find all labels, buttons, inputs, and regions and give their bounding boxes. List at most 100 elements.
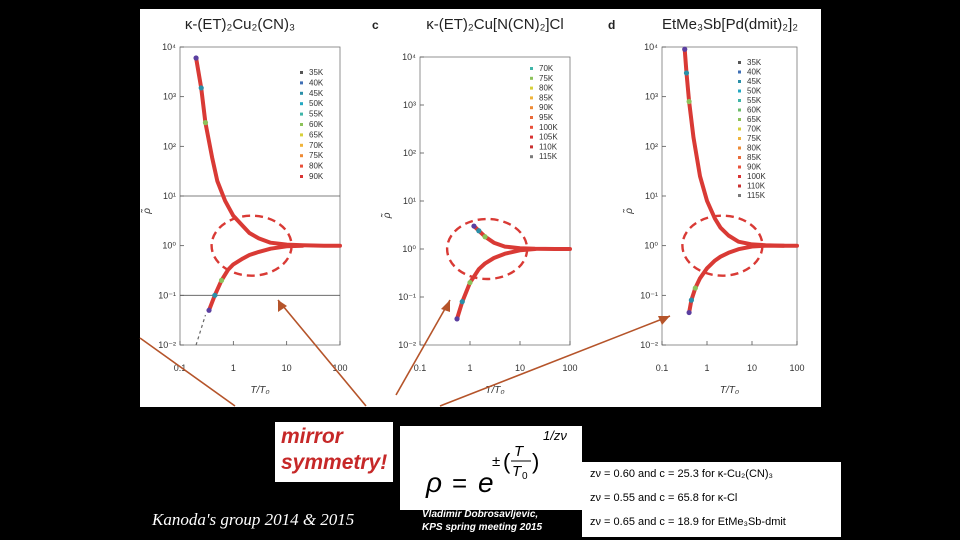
legend-label-1-0: 70K	[539, 64, 554, 73]
speaker-name: Vladimir Dobrosavljevic,	[422, 509, 539, 520]
xtick-label-0-1: 1	[231, 363, 236, 373]
data-point-lower_branch-1-1	[459, 299, 465, 305]
data-point-upper_branch-1-0	[471, 223, 477, 229]
ytick-label-1-1: 10⁻¹	[398, 292, 416, 302]
legend-marker-0-4	[300, 112, 303, 116]
ytick-label-1-2: 10⁰	[402, 244, 416, 254]
data-point-upper_branch-1-1	[476, 228, 482, 234]
legend-label-0-10: 90K	[309, 172, 324, 181]
ytick-label-1-4: 10²	[403, 148, 416, 158]
legend-label-0-6: 65K	[309, 130, 324, 139]
ytick-label-1-6: 10⁴	[402, 52, 416, 62]
formula-exponent: 1/zν	[543, 428, 567, 443]
legend-marker-2-8	[738, 137, 741, 140]
ytick-label-0-0: 10⁻²	[158, 340, 176, 350]
legend-label-2-11: 90K	[747, 163, 762, 172]
data-point-lower_branch-0-1	[212, 292, 218, 298]
panel-letter-2: d	[608, 18, 615, 32]
legend-marker-0-7	[300, 143, 303, 147]
legend-label-1-6: 100K	[539, 123, 558, 132]
data-point-lower_branch-2-1	[688, 297, 694, 303]
legend-label-1-2: 80K	[539, 84, 554, 93]
ytick-label-1-5: 10³	[403, 100, 416, 110]
legend-label-0-2: 45K	[309, 89, 324, 98]
data-point-upper_branch-1-2	[482, 234, 488, 240]
legend-marker-0-2	[300, 91, 303, 95]
data-point-lower_branch-0-2	[218, 277, 225, 283]
mirror-symmetry-label: mirror symmetry!	[275, 422, 393, 482]
data-point-upper_branch-2-2	[686, 98, 692, 105]
xtick-label-0-0: 0.1	[174, 363, 187, 373]
legend-label-0-0: 35K	[309, 68, 324, 77]
legend-marker-0-8	[300, 154, 303, 158]
legend-label-1-5: 95K	[539, 113, 554, 122]
ytick-label-0-5: 10³	[163, 92, 176, 102]
legend-marker-0-1	[300, 81, 303, 85]
legend-marker-2-12	[738, 175, 741, 178]
legend-marker-1-8	[530, 145, 533, 149]
xlabel-2: T/T₀	[720, 385, 739, 396]
formula-plusminus: ±	[492, 453, 500, 470]
legend-label-1-7: 105K	[539, 133, 558, 142]
legend-marker-1-7	[530, 135, 533, 139]
legend-marker-1-0	[530, 67, 533, 70]
speaker-text: Vladimir Dobrosavljevic, KPS spring meet…	[422, 508, 542, 534]
legend-label-0-5: 60K	[309, 120, 324, 129]
symmetry-text: symmetry!	[281, 451, 388, 474]
legend-label-1-4: 90K	[539, 103, 554, 112]
data-point-upper_branch-0-0	[193, 55, 199, 61]
data-point-upper_branch-2-1	[683, 70, 690, 76]
param-line-1: zν = 0.60 and c = 25.3 for κ-Cu₂(CN)₃	[590, 468, 773, 480]
legend-marker-2-6	[738, 118, 741, 121]
panel-letter-1: c	[372, 18, 379, 32]
param-line-3: zν = 0.65 and c = 18.9 for EtMe₃Sb-dmit	[590, 516, 786, 528]
ytick-label-2-0: 10⁻²	[640, 340, 658, 350]
panel-title-0: κ-(ET)₂Cu₂(CN)₃	[185, 16, 295, 33]
legend-marker-2-1	[738, 70, 741, 74]
legend-marker-0-0	[300, 71, 303, 74]
ytick-label-2-1: 10⁻¹	[640, 290, 658, 300]
legend-label-2-6: 65K	[747, 115, 762, 124]
legend-label-1-8: 110K	[539, 142, 558, 151]
figure-panels: κ-(ET)₂Cu₂(CN)₃ 10⁻² 10⁻¹ 10⁰ 10¹ 10² 10³ 10⁴ 0.…	[140, 9, 821, 407]
data-point-upper_branch-0-1	[198, 85, 204, 91]
legend-marker-2-5	[738, 108, 741, 112]
plot-frame-2	[661, 46, 798, 346]
xtick-label-1-1: 1	[467, 363, 472, 373]
data-point-upper_branch-2-0	[682, 46, 688, 52]
legend-marker-2-7	[738, 127, 741, 131]
formula-box: ρ = e ± ( T T 0 ) 1/zν	[400, 426, 582, 510]
legend-label-2-3: 50K	[747, 87, 762, 96]
lower-branch-1	[455, 247, 538, 321]
ytick-label-2-2: 10⁰	[644, 241, 658, 251]
data-point-lower_branch-0-0	[206, 307, 212, 313]
xlabel-0: T/T₀	[250, 385, 269, 396]
xlabel-1: T/T₀	[485, 385, 504, 396]
legend-label-2-14: 115K	[747, 191, 766, 200]
xtick-label-0-3: 100	[332, 363, 347, 373]
legend-marker-2-2	[738, 80, 741, 83]
legend-marker-0-3	[300, 102, 303, 106]
dashed-extrapolation-0	[195, 314, 207, 346]
ytick-label-2-5: 10³	[645, 92, 658, 102]
legend-marker-2-11	[738, 165, 741, 169]
mirror-ellipse-1	[445, 217, 529, 281]
data-point-lower_branch-1-0	[454, 316, 460, 322]
xtick-label-1-2: 10	[515, 363, 525, 373]
mirror-ellipse-2	[681, 214, 764, 277]
legend-marker-1-5	[530, 116, 533, 119]
ytick-label-0-4: 10²	[163, 141, 176, 151]
lower-branch-0	[207, 243, 305, 313]
legend-label-2-7: 70K	[747, 125, 762, 134]
ytick-label-0-3: 10¹	[163, 191, 176, 201]
chart-svg: κ-(ET)₂Cu₂(CN)₃ 10⁻² 10⁻¹ 10⁰ 10¹ 10² 10³ 10⁴ 0.…	[140, 16, 805, 396]
legend-marker-2-3	[738, 89, 741, 93]
legend-label-2-2: 45K	[747, 77, 762, 86]
legend-marker-2-10	[738, 156, 741, 159]
legend-marker-1-6	[530, 125, 533, 129]
parameters-box: zν = 0.60 and c = 25.3 for κ-Cu₂(CN)₃ zν…	[582, 462, 841, 537]
legend-label-2-10: 85K	[747, 153, 762, 162]
legend-marker-1-4	[530, 106, 533, 110]
legend-marker-1-3	[530, 96, 533, 100]
legend-label-0-3: 50K	[309, 99, 324, 108]
